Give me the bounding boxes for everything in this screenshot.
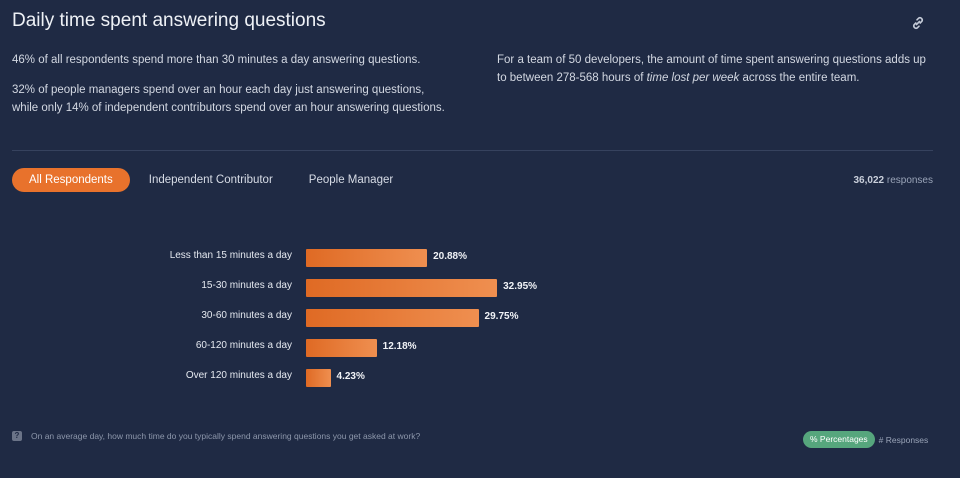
chart-row: 60-120 minutes a day 12.18% xyxy=(0,330,960,360)
survey-question: ? On an average day, how much time do yo… xyxy=(12,431,420,441)
responses-suffix: responses xyxy=(886,175,933,186)
category-label: 15-30 minutes a day xyxy=(201,280,292,291)
tab-all-respondents[interactable]: All Respondents xyxy=(12,168,130,192)
toggle-responses[interactable]: # Responses xyxy=(878,434,929,445)
bar[interactable] xyxy=(306,309,479,327)
chart-row: Over 120 minutes a day 4.23% xyxy=(0,360,960,390)
value-label: 20.88% xyxy=(433,251,468,262)
summary-team-emphasis: time lost per week xyxy=(646,72,740,84)
value-label: 32.95% xyxy=(503,281,538,292)
toggle-percentages[interactable]: % Percentages xyxy=(803,431,875,448)
summary-stat-team: For a team of 50 developers, the amount … xyxy=(497,51,937,87)
survey-question-text: On an average day, how much time do you … xyxy=(31,431,421,441)
chart-row: 15-30 minutes a day 32.95% xyxy=(0,270,960,300)
filter-tabs: All Respondents Independent Contributor … xyxy=(12,168,412,192)
summary-team-text: For a team of 50 developers, the amount … xyxy=(497,54,926,84)
bar[interactable] xyxy=(306,249,428,267)
display-toggle: % Percentages # Responses xyxy=(803,431,928,448)
chart-row: Less than 15 minutes a day 20.88% xyxy=(0,240,960,270)
responses-count: 36,022 responses xyxy=(853,175,933,186)
responses-number: 36,022 xyxy=(853,175,885,186)
page-title: Daily time spent answering questions xyxy=(12,10,326,31)
value-label: 29.75% xyxy=(484,311,519,322)
value-label: 12.18% xyxy=(382,341,417,352)
tab-people-manager[interactable]: People Manager xyxy=(308,174,394,186)
category-label: Over 120 minutes a day xyxy=(185,370,292,381)
value-label: 4.23% xyxy=(336,371,365,382)
link-icon[interactable] xyxy=(910,15,926,31)
category-label: 30-60 minutes a day xyxy=(201,310,292,321)
bar[interactable] xyxy=(306,279,498,297)
category-label: Less than 15 minutes a day xyxy=(169,250,292,261)
category-label: 60-120 minutes a day xyxy=(195,340,292,351)
help-icon: ? xyxy=(12,431,22,441)
summary-team-tail: across the entire team. xyxy=(739,72,860,84)
bar[interactable] xyxy=(306,369,331,387)
bar-chart: Less than 15 minutes a day 20.88% 15-30 mi… xyxy=(0,240,960,400)
tab-independent-contributor[interactable]: Independent Contributor xyxy=(148,174,273,186)
divider xyxy=(12,150,933,151)
summary-stat-1: 46% of all respondents spend more than 3… xyxy=(12,54,421,66)
bar[interactable] xyxy=(306,339,377,357)
summary-stat-2: 32% of people managers spend over an hou… xyxy=(12,84,445,114)
chart-row: 30-60 minutes a day 29.75% xyxy=(0,300,960,330)
